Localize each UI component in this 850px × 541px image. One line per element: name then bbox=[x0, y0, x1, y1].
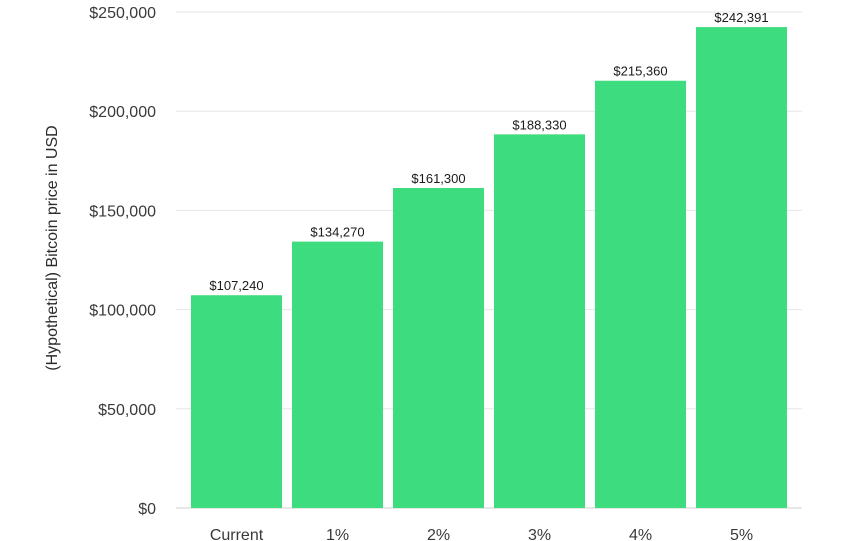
y-tick-label: $150,000 bbox=[89, 203, 156, 220]
bars bbox=[191, 27, 787, 509]
bar-3-pct bbox=[494, 134, 585, 509]
bar-value-label: $161,300 bbox=[411, 171, 465, 186]
bar-4-pct bbox=[595, 80, 686, 508]
bar-2-pct bbox=[393, 187, 484, 508]
bar-value-label: $188,330 bbox=[512, 117, 566, 132]
x-tick-label: 1% bbox=[326, 527, 349, 541]
y-tick-labels: $0 $50,000 $100,000 $150,000 $200,000 $250,00… bbox=[89, 5, 156, 518]
x-tick-label: 3% bbox=[528, 527, 551, 541]
bar-current bbox=[191, 295, 282, 508]
bar-value-label: $242,391 bbox=[714, 10, 768, 25]
x-tick-label: 5% bbox=[730, 527, 753, 541]
y-tick-label: $200,000 bbox=[89, 104, 156, 121]
x-tick-label: Current bbox=[210, 527, 264, 541]
x-tick-label: 2% bbox=[427, 527, 450, 541]
bar-value-label: $107,240 bbox=[209, 278, 263, 293]
value-labels: $107,240 $134,270 $161,300 $188,330 $215,360… bbox=[209, 10, 768, 293]
bar-value-label: $215,360 bbox=[613, 64, 667, 79]
y-tick-label: $0 bbox=[138, 501, 156, 518]
y-tick-label: $100,000 bbox=[89, 303, 156, 320]
bar-5-pct bbox=[696, 27, 787, 509]
bar-value-label: $134,270 bbox=[310, 225, 364, 240]
y-tick-label: $250,000 bbox=[89, 5, 156, 22]
y-tick-label: $50,000 bbox=[98, 402, 156, 419]
bar-1-pct bbox=[292, 241, 383, 508]
x-tick-labels: Current 1% 2% 3% 4% 5% bbox=[210, 527, 753, 541]
x-tick-label: 4% bbox=[629, 527, 652, 541]
y-axis-title: (Hypothetical) Bitcoin price in USD bbox=[44, 125, 61, 370]
